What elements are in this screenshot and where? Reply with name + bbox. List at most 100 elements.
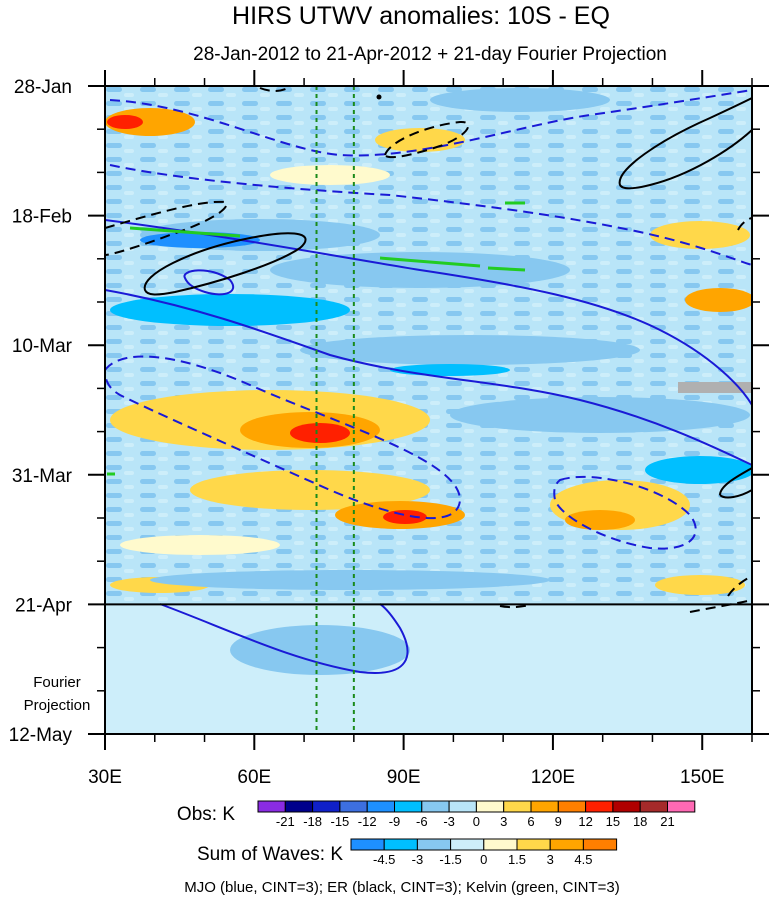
waves-colorbar-swatch	[350, 838, 385, 851]
obs-colorbar: -21 -18 -15 -12 -9 -6 -3 0 3 6 9 12 15 18 21	[257, 800, 696, 829]
obs-colorbar-swatch	[448, 800, 477, 813]
obs-colorbar-level-label: 12	[578, 814, 592, 829]
anomaly-patch	[150, 570, 550, 590]
x-tick-label: 150E	[680, 767, 724, 788]
reference-longitude-lines	[315, 86, 355, 734]
anomaly-patch	[300, 335, 640, 365]
obs-colorbar-swatch	[639, 800, 669, 813]
obs-colorbar-level-label: -9	[389, 814, 401, 829]
obs-colorbar-level-label: -18	[303, 814, 322, 829]
obs-colorbar-swatch	[585, 800, 614, 813]
obs-colorbar-swatch	[612, 800, 641, 813]
waves-colorbar-swatch	[549, 838, 584, 851]
waves-colorbar-swatch	[450, 838, 485, 851]
er-contours	[105, 87, 752, 613]
projection-label-line2: Projection	[24, 697, 91, 714]
anomaly-patch	[290, 423, 350, 443]
mjo-contours	[105, 89, 752, 674]
waves-colorbar-label: Sum of Waves: K	[197, 844, 343, 865]
anomaly-patch	[655, 575, 745, 595]
obs-colorbar-swatch	[366, 800, 396, 813]
waves-colorbar-swatch	[383, 838, 418, 851]
anomaly-patch	[230, 625, 410, 675]
chart-title: HIRS UTWV anomalies: 10S - EQ	[232, 2, 610, 30]
mjo-negative-contour	[105, 355, 462, 520]
er-positive-contour	[719, 467, 752, 499]
waves-colorbar-level-label: -1.5	[439, 852, 461, 867]
waves-colorbar-level-label: -4.5	[373, 852, 395, 867]
mjo-positive-contour	[105, 289, 752, 466]
obs-colorbar-level-label: 21	[660, 814, 674, 829]
kelvin-positive-contour	[129, 226, 241, 238]
missing-data-patch	[678, 382, 752, 393]
obs-colorbar-level-label: 9	[555, 814, 562, 829]
waves-colorbar-level-label: 1.5	[508, 852, 526, 867]
kelvin-positive-contour	[379, 256, 481, 268]
obs-colorbar-swatch	[557, 800, 587, 813]
y-tick-label: 28-Jan	[14, 77, 72, 98]
obs-colorbar-swatch	[257, 800, 286, 813]
anomaly-patch	[450, 397, 750, 433]
waves-colorbar-swatch	[416, 838, 452, 851]
y-tick-label: 12-May	[9, 725, 73, 746]
x-axis: 30E 60E 90E 120E 150E	[88, 70, 753, 788]
obs-colorbar-swatch	[667, 800, 696, 813]
plot-frame	[104, 85, 753, 735]
anomaly-patch	[270, 165, 390, 185]
obs-colorbar-swatch	[530, 800, 559, 813]
y-axis: 28-Jan 18-Feb 10-Mar 31-Mar 21-Apr 12-May	[9, 77, 769, 746]
obs-colorbar-level-label: -21	[276, 814, 295, 829]
er-negative-contour	[499, 604, 531, 609]
obs-colorbar-level-label: -15	[331, 814, 350, 829]
obs-colorbar-level-label: 3	[500, 814, 507, 829]
waves-colorbar-level-label: -3	[412, 852, 424, 867]
er-positive-contour	[143, 232, 307, 296]
waves-colorbar-swatch	[582, 838, 618, 851]
obs-colorbar-swatch	[394, 800, 423, 813]
anomaly-patch	[430, 88, 610, 112]
er-negative-contour	[259, 87, 289, 92]
obs-colorbar-level-label: 18	[633, 814, 647, 829]
y-tick-label: 31-Mar	[12, 466, 73, 487]
anomaly-patch	[390, 364, 510, 376]
er-negative-contour	[727, 575, 752, 597]
mjo-negative-contour	[553, 475, 697, 550]
kelvin-positive-contour	[487, 266, 526, 272]
x-tick-label: 30E	[88, 767, 122, 788]
mjo-positive-contour	[159, 603, 409, 674]
obs-colorbar-swatch	[339, 800, 368, 813]
er-negative-contour	[689, 599, 752, 613]
anomaly-patch	[190, 470, 430, 510]
obs-colorbar-swatch	[503, 800, 532, 813]
anomaly-patch	[685, 288, 752, 312]
mjo-negative-contour	[109, 89, 752, 157]
mjo-positive-contour	[183, 269, 235, 296]
anomaly-patch	[650, 221, 750, 249]
waves-colorbar-level-label: 4.5	[574, 852, 592, 867]
obs-colorbar-level-label: 15	[606, 814, 620, 829]
er-negative-contour	[383, 120, 470, 159]
obs-colorbar-swatch	[312, 800, 341, 813]
waves-colorbar: -4.5 -3 -1.5 0 1.5 3 4.5	[350, 838, 618, 867]
obs-colorbar-level-label: -6	[416, 814, 428, 829]
er-negative-contour	[105, 200, 228, 256]
obs-colorbar-level-label: 6	[527, 814, 534, 829]
waves-colorbar-swatch	[483, 838, 518, 851]
x-tick-label: 120E	[531, 767, 575, 788]
x-tick-label: 60E	[237, 767, 271, 788]
mjo-positive-contour	[105, 219, 752, 406]
waves-colorbar-level-label: 3	[547, 852, 554, 867]
contour-legend: MJO (blue, CINT=3); ER (black, CINT=3); …	[184, 879, 620, 896]
marker-dot	[376, 94, 382, 100]
y-tick-label: 18-Feb	[12, 207, 72, 228]
y-tick-label: 10-Mar	[12, 336, 73, 357]
anomaly-patch	[110, 294, 350, 326]
anomaly-patch	[383, 510, 427, 524]
x-tick-label: 90E	[387, 767, 421, 788]
obs-colorbar-level-label: 0	[473, 814, 480, 829]
positive-anomaly-patches	[105, 108, 752, 595]
obs-colorbar-swatch	[475, 800, 505, 813]
obs-colorbar-swatch	[421, 800, 450, 813]
projection-field	[105, 604, 752, 734]
